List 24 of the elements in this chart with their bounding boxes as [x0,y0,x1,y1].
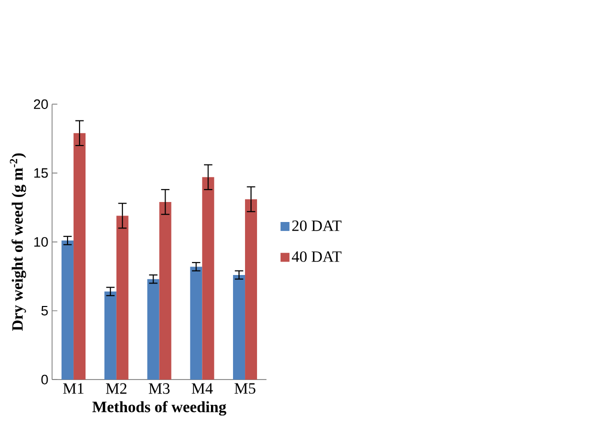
y-tick-label: 15 [34,168,48,178]
y-tick-label: 20 [34,99,48,109]
x-tick-label: M3 [148,383,170,394]
bar [116,216,128,380]
bar [147,279,160,380]
y-tick-label: 0 [41,374,48,384]
legend-label: 40 DAT [292,251,342,262]
x-tick-label: M4 [192,383,213,394]
legend-label: 20 DAT [292,220,342,232]
bar [202,177,214,380]
x-tick-label: M1 [63,383,84,394]
x-tick-label: M5 [234,383,256,394]
bar [233,274,246,380]
bar [190,266,202,380]
y-tick-label: 10 [34,237,48,247]
bar [104,291,116,380]
bar [62,240,74,380]
bar [245,199,258,380]
x-axis-title: Methods of weeding [92,401,226,416]
bar [159,202,172,380]
bar [74,133,86,380]
x-tick-label: M2 [106,383,126,394]
y-tick-label: 5 [41,306,48,316]
y-axis-title: Dry weight of weed (g m$^{-2}$) [10,153,26,331]
